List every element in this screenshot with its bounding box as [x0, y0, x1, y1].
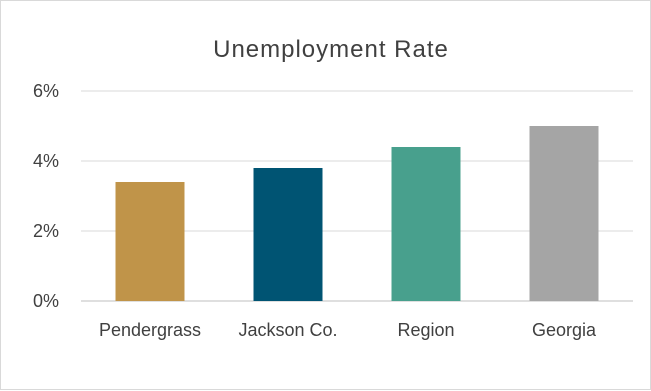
y-tick-label: 0% [33, 291, 59, 311]
y-axis-tick-labels: 0% 2% 4% 6% [33, 81, 59, 311]
x-category-label: Georgia [532, 320, 597, 340]
x-category-label: Jackson Co. [238, 320, 337, 340]
bar-layer [115, 126, 599, 301]
x-category-label: Region [397, 320, 454, 340]
bar [253, 168, 323, 301]
bar [529, 126, 599, 301]
y-tick-label: 4% [33, 151, 59, 171]
x-category-label: Pendergrass [99, 320, 201, 340]
y-tick-label: 2% [33, 221, 59, 241]
y-tick-label: 6% [33, 81, 59, 101]
x-axis-category-labels: Pendergrass Jackson Co. Region Georgia [99, 320, 597, 340]
bar [115, 182, 185, 301]
bar [391, 147, 461, 301]
chart-title: Unemployment Rate [213, 36, 449, 63]
